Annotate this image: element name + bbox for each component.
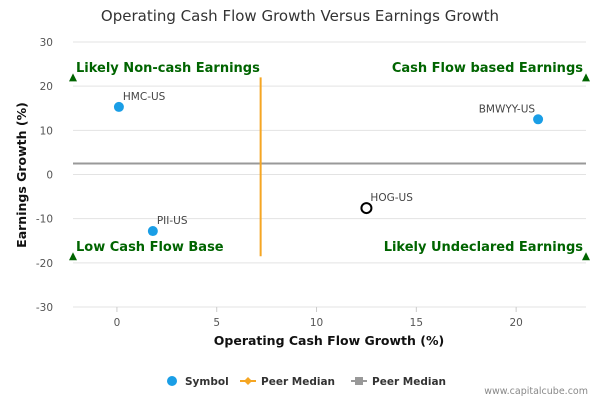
- quadrant-label-bottom-right: Likely Undeclared Earnings: [384, 240, 584, 255]
- x-tick-label: 20: [509, 317, 522, 329]
- legend-label: Symbol: [185, 376, 229, 388]
- quadrant-label-bottom-left: Low Cash Flow Base: [76, 240, 224, 255]
- quadrant-marker-top-left: [69, 73, 77, 82]
- x-tick-label: 10: [310, 317, 323, 329]
- y-tick-label: 20: [40, 81, 53, 93]
- data-point: [533, 114, 544, 125]
- x-tick-label: 0: [114, 317, 121, 329]
- data-point-label: BMWYY-US: [479, 103, 536, 115]
- chart-title: Operating Cash Flow Growth Versus Earnin…: [101, 7, 499, 25]
- data-point-label: PII-US: [157, 215, 188, 227]
- data-point-label: HOG-US: [370, 192, 413, 204]
- credit-text: www.capitalcube.com: [484, 386, 588, 397]
- x-axis-title: Operating Cash Flow Growth (%): [214, 333, 444, 348]
- legend-peer-median-marker: [355, 377, 363, 385]
- data-point: [113, 101, 124, 112]
- quadrant-labels: Likely Non-cash Earnings Cash Flow based …: [69, 61, 590, 261]
- legend-symbol-marker: [167, 376, 177, 386]
- y-tick-label: -10: [36, 214, 53, 226]
- quadrant-marker-bottom-left: [69, 252, 77, 261]
- y-tick-label: 10: [40, 125, 53, 137]
- data-points: HMC-US BMWYY-US HOG-US PII-US: [113, 91, 544, 237]
- quadrant-label-top-right: Cash Flow based Earnings: [392, 61, 583, 76]
- y-tick-label: -30: [36, 302, 53, 314]
- legend-peer-median-marker: [244, 377, 252, 385]
- quadrant-marker-bottom-right: [582, 252, 590, 261]
- quadrant-marker-top-right: [582, 73, 590, 82]
- y-tick-label: 0: [46, 170, 53, 182]
- legend-label: Peer Median: [261, 376, 335, 388]
- data-point: [147, 226, 158, 237]
- y-tick-label: 30: [40, 37, 53, 49]
- axis-ticks: 30 20 10 0 -10 -20 -30 0 5 10 15 20: [36, 37, 523, 329]
- legend: Symbol Peer Median Peer Median: [167, 376, 446, 388]
- legend-label: Peer Median: [372, 376, 446, 388]
- y-axis-title: Earnings Growth (%): [14, 102, 29, 248]
- x-tick-label: 5: [213, 317, 220, 329]
- data-point: [360, 202, 373, 215]
- data-point-label: HMC-US: [123, 91, 166, 103]
- y-tick-label: -20: [36, 258, 53, 270]
- quadrant-label-top-left: Likely Non-cash Earnings: [76, 61, 260, 76]
- x-tick-label: 15: [410, 317, 423, 329]
- grid: [73, 41, 586, 308]
- peer-median-lines: [73, 77, 586, 257]
